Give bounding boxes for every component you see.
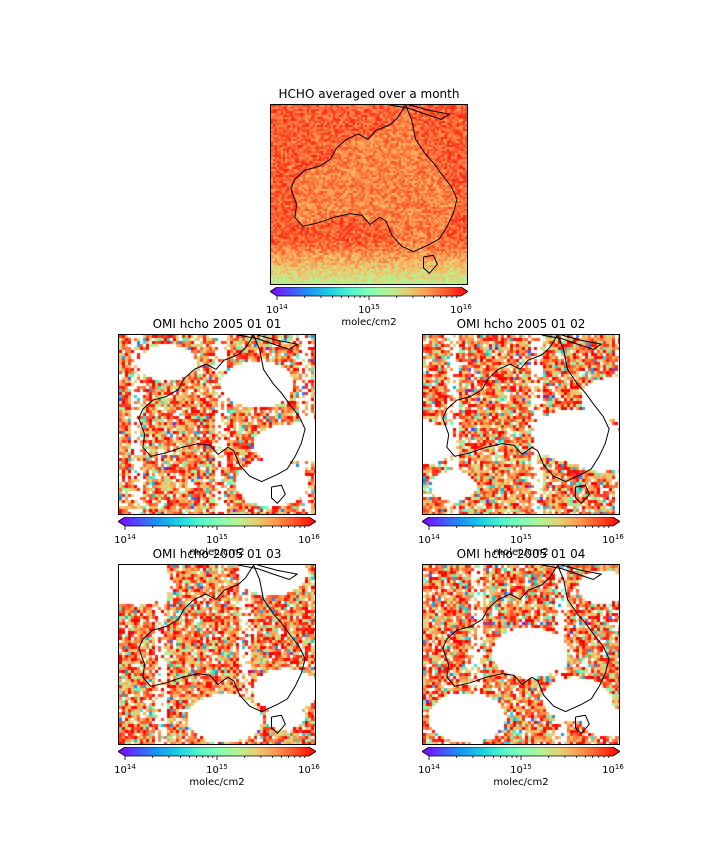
colorbar-label: molec/cm2 <box>493 547 549 558</box>
coastline-australia <box>442 335 610 483</box>
coastline-overlay <box>138 565 306 735</box>
panel-monthly-average: HCHO averaged over a month 1014 1015 1016 mo… <box>266 87 472 345</box>
colorbar-label: molec/cm2 <box>189 777 245 788</box>
coastline-new-guinea <box>541 335 603 351</box>
coastline-australia <box>290 105 458 253</box>
panel-title: OMI hcho 2005 01 03 <box>152 547 282 561</box>
colorbar-label: molec/cm2 <box>189 547 245 558</box>
coastline-tasmania <box>423 254 438 275</box>
coastline-new-guinea <box>389 105 451 121</box>
colorbar-label: molec/cm2 <box>341 317 397 328</box>
panel-title: OMI hcho 2005 01 02 <box>456 317 586 331</box>
colorbar-tick-label: 1014 <box>418 533 440 546</box>
coastline-overlay <box>442 335 610 505</box>
colorbar-gradient <box>118 517 316 527</box>
colorbar-tick-label: 1015 <box>510 533 532 546</box>
colorbar-gradient <box>422 517 620 527</box>
colorbar-tick-label: 1015 <box>206 763 228 776</box>
colorbar <box>118 517 316 530</box>
colorbar-gradient <box>422 747 620 757</box>
colorbar <box>118 747 316 760</box>
heatmap-pixels <box>423 565 619 744</box>
heatmap-pixels <box>271 105 467 284</box>
colorbar-tick-label: 1014 <box>114 763 136 776</box>
colorbar-tick-label: 1014 <box>266 303 288 316</box>
panel-title: OMI hcho 2005 01 04 <box>456 547 586 561</box>
colorbar <box>270 287 468 300</box>
colorbar-label: molec/cm2 <box>493 777 549 788</box>
coastline-tasmania <box>575 714 590 735</box>
colorbar-tick-label: 1015 <box>510 763 532 776</box>
colorbar-tick-label: 1016 <box>602 763 624 776</box>
heatmap-area <box>118 334 316 515</box>
coastline-australia <box>138 335 306 483</box>
coastline-overlay <box>442 565 610 735</box>
coastline-australia <box>138 565 306 713</box>
panel-title: OMI hcho 2005 01 01 <box>152 317 282 331</box>
colorbar-tick-label: 1014 <box>114 533 136 546</box>
coastline-overlay <box>138 335 306 505</box>
panel-day-04: OMI hcho 2005 01 04 1014 1015 1016 molec/cm2 <box>418 547 624 805</box>
coastline-new-guinea <box>237 565 299 581</box>
colorbar-gradient <box>118 747 316 757</box>
colorbar <box>422 517 620 530</box>
coastline-new-guinea <box>541 565 603 581</box>
heatmap-area <box>422 564 620 745</box>
colorbar-tick-label: 1015 <box>358 303 380 316</box>
coastline-new-guinea <box>237 335 299 351</box>
colorbar-tick-label: 1016 <box>298 533 320 546</box>
colorbar-tick-label: 1016 <box>602 533 624 546</box>
heatmap-pixels <box>423 335 619 514</box>
coastline-overlay <box>290 105 458 275</box>
panel-day-01: OMI hcho 2005 01 01 1014 1015 1016 molec/cm2 <box>114 317 320 575</box>
heatmap-pixels <box>119 565 315 744</box>
panel-day-02: OMI hcho 2005 01 02 1014 1015 1016 molec/cm2 <box>418 317 624 575</box>
panel-title: HCHO averaged over a month <box>278 87 460 101</box>
coastline-tasmania <box>271 714 286 735</box>
coastline-tasmania <box>271 484 286 505</box>
colorbar-tick-label: 1014 <box>418 763 440 776</box>
colorbar-tick-label: 1016 <box>450 303 472 316</box>
colorbar <box>422 747 620 760</box>
coastline-australia <box>442 565 610 713</box>
coastline-tasmania <box>575 484 590 505</box>
heatmap-area <box>422 334 620 515</box>
colorbar-tick-label: 1015 <box>206 533 228 546</box>
heatmap-area <box>270 104 468 285</box>
heatmap-pixels <box>119 335 315 514</box>
heatmap-area <box>118 564 316 745</box>
colorbar-gradient <box>270 287 468 297</box>
colorbar-tick-label: 1016 <box>298 763 320 776</box>
panel-day-03: OMI hcho 2005 01 03 1014 1015 1016 molec/cm2 <box>114 547 320 805</box>
